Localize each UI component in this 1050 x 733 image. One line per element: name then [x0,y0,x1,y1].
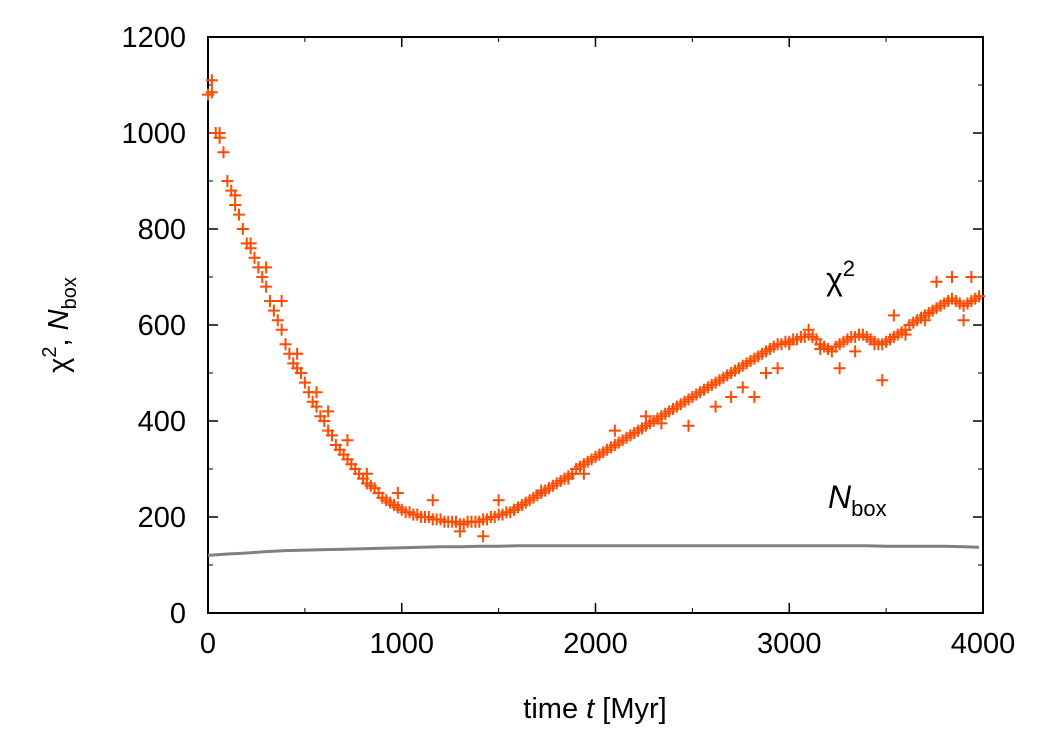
chi2-annotation: χ2 [826,256,855,297]
axis-ticks [207,36,984,614]
chi2-point [260,261,273,274]
x-axis-label: time t [Myr] [523,693,666,725]
x-tick-label: 2000 [563,628,628,660]
chi2-point [814,343,827,355]
chi2-point [957,314,970,327]
chi2-point [887,309,900,322]
chi2-point [310,386,323,399]
chi2-point [291,347,304,360]
chi2-point [508,503,521,516]
chi2-point [849,345,862,358]
tick-labels: 0 1000 2000 3000 4000 0 200 400 600 800 1000 1200 [121,22,1015,660]
x-tick-label: 0 [200,628,216,660]
chi2-point [322,405,335,418]
x-tick-label: 4000 [951,628,1016,660]
chi2-point [391,487,404,499]
chi2-point [217,146,230,159]
nbox-line [207,544,980,557]
chi2-point [748,391,761,403]
chi2-point [946,271,958,283]
chi2-point [608,424,621,437]
chi2-point [256,271,269,283]
y-tick-label: 0 [170,598,186,630]
chi2-point [244,237,257,250]
chi2-point [682,419,695,432]
chi2-point [477,530,490,543]
chi2-point [868,338,881,351]
nbox-annotation: Nbox [828,479,887,521]
y-axis-label: χ2, Nbox [39,277,81,373]
chi2-point [562,472,575,485]
chi2-point [267,304,280,317]
chi2-point [760,367,772,379]
chi2-point [260,280,273,293]
chi2-point [535,484,548,497]
chi2-point [725,391,738,403]
chi2-point [426,494,439,507]
chi2-point [453,525,466,538]
y-tick-label: 1000 [121,118,186,150]
chi2-point [973,290,986,303]
chi2-point [736,381,749,394]
x-tick-label: 1000 [369,628,434,660]
chi2-point [275,295,288,307]
chi2-point [918,314,931,327]
plot-frame [207,36,984,614]
chi2-point [275,323,288,336]
series-nbox [207,544,980,557]
chi2-point [492,494,505,507]
chi2-point [341,434,354,447]
chi2-point [233,208,245,221]
chi2-point [899,328,912,341]
chi2-point [248,251,261,264]
chi2-point [229,189,242,202]
chi2-point [205,74,218,87]
chi2-point [271,314,284,327]
chi2-point [783,338,796,351]
chi2-point [213,127,226,139]
chi2-point [205,86,218,99]
y-tick-label: 600 [138,310,186,342]
chi2-point [639,410,652,423]
y-tick-label: 200 [138,502,186,534]
chi2-point [326,429,338,442]
chi2-point [310,400,323,413]
y-tick-label: 400 [138,406,186,438]
chi2-point [360,467,373,480]
chi2-point [221,175,234,187]
chi2-point [298,376,311,389]
chi2-point [709,400,722,413]
chi2-point [930,275,943,288]
y-tick-label: 800 [138,214,186,246]
chi2-point [577,467,590,480]
y-tick-label: 1200 [121,22,186,54]
chi2-point [264,295,276,307]
chi2-point [802,323,815,336]
chi2-point [771,362,784,375]
chi2-point [236,223,249,235]
x-tick-label: 3000 [757,628,822,660]
chi2-point [279,338,292,351]
chi2-point [295,367,307,379]
chi2-point [655,417,668,430]
chi2-point [833,362,846,375]
chi2-point [876,374,889,387]
chi2-point [318,415,331,427]
series-chi2 [202,74,986,543]
chi2-point [965,271,978,283]
